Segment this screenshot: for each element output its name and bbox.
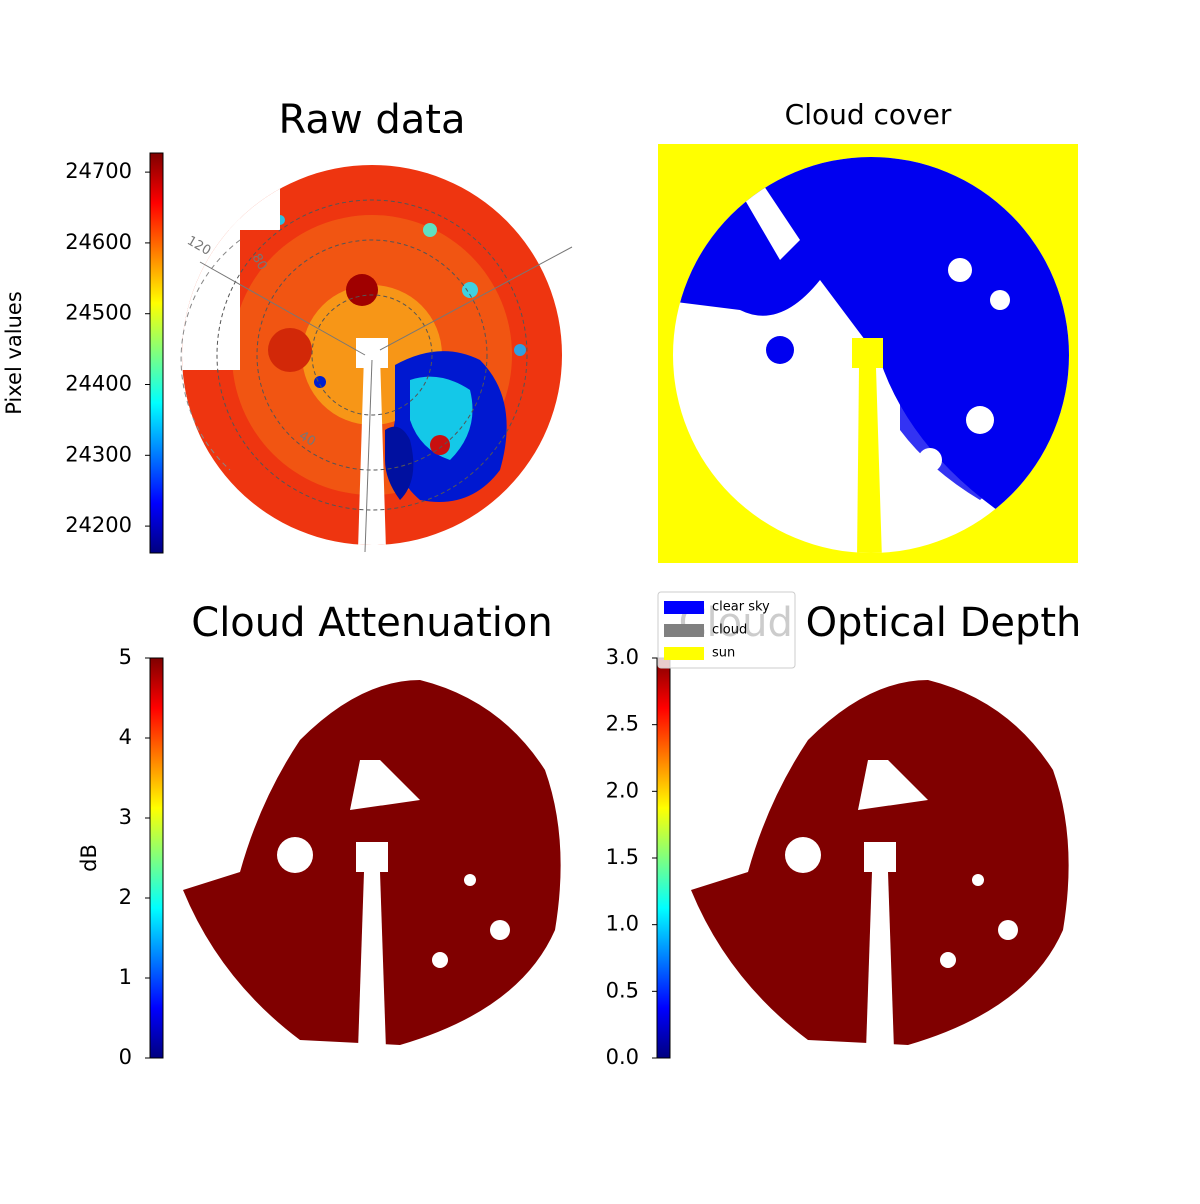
y-tick-label: 24700 <box>65 159 132 183</box>
y-tick-label: 4 <box>119 725 132 749</box>
y-tick-label: 3 <box>119 805 132 829</box>
polar-label: 40 <box>296 429 318 450</box>
legend-label: clear sky <box>712 600 770 615</box>
y-tick-label: 24200 <box>65 513 132 537</box>
y-tick-label: 24500 <box>65 301 132 325</box>
polar-label: 80 <box>249 251 270 273</box>
cover-image <box>673 157 1069 553</box>
polar-ring <box>180 239 241 471</box>
y-tick-label: 1.0 <box>606 912 639 936</box>
colorbar <box>149 152 164 554</box>
polar-axis <box>379 246 573 351</box>
colorbar-label: Pixel values <box>2 291 26 415</box>
y-tick-label: 1.5 <box>606 845 639 869</box>
polar-axis <box>364 359 373 553</box>
panel-title: Raw data <box>279 97 466 143</box>
optical-depth-image <box>691 680 1069 1050</box>
legend-swatch <box>664 624 704 637</box>
colorbar <box>656 657 671 1059</box>
legend-label: cloud <box>712 623 747 638</box>
y-tick-label: 2.0 <box>606 778 639 802</box>
y-tick-label: 1 <box>119 965 132 989</box>
y-tick-label: 0.0 <box>606 1045 639 1069</box>
panel-title: Cloud cover <box>785 98 952 131</box>
y-tick-label: 2.5 <box>606 712 639 736</box>
y-tick-label: 5 <box>119 645 132 669</box>
attenuation-image <box>183 680 561 1050</box>
legend-swatch <box>664 647 704 660</box>
colorbar-label: dB <box>77 844 101 872</box>
legend-label: sun <box>712 646 735 661</box>
polar-axis <box>199 261 366 356</box>
y-tick-label: 0.5 <box>606 978 639 1002</box>
raw-image <box>182 165 562 545</box>
y-tick-label: 2 <box>119 885 132 909</box>
y-tick-label: 0 <box>119 1045 132 1069</box>
legend-swatch <box>664 601 704 614</box>
panel-title: Cloud Attenuation <box>191 600 552 646</box>
y-tick-label: 24400 <box>65 372 132 396</box>
y-tick-label: 24300 <box>65 442 132 466</box>
colorbar <box>149 657 164 1059</box>
y-tick-label: 3.0 <box>606 645 639 669</box>
y-tick-label: 24600 <box>65 230 132 254</box>
